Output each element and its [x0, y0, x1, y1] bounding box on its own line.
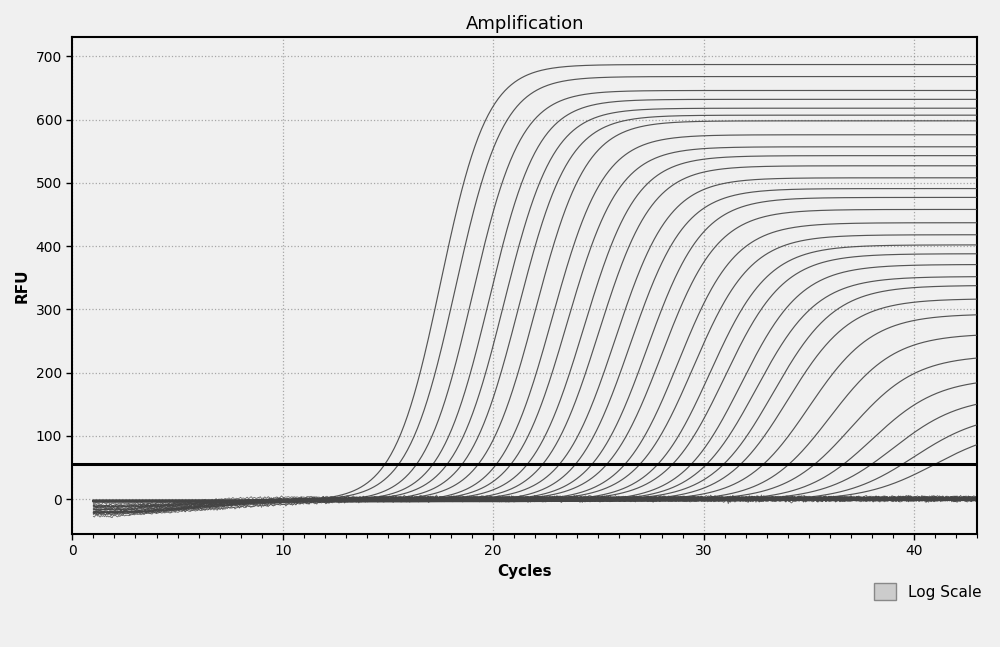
- Legend: Log Scale: Log Scale: [868, 577, 988, 606]
- Title: Amplification: Amplification: [465, 15, 584, 33]
- Y-axis label: RFU: RFU: [15, 269, 30, 303]
- X-axis label: Cycles: Cycles: [497, 564, 552, 579]
